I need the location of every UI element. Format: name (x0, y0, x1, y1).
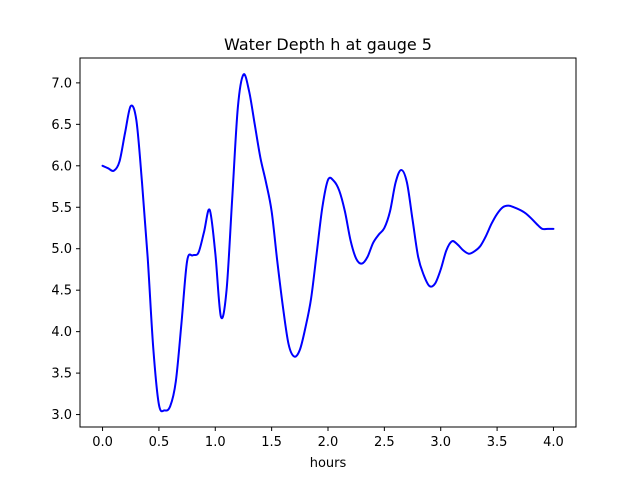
x-tick-label: 4.0 (543, 435, 564, 450)
plot-area (80, 58, 576, 427)
y-tick-label: 3.5 (51, 367, 72, 382)
chart-title: Water Depth h at gauge 5 (224, 35, 432, 54)
x-tick-label: 2.5 (374, 435, 395, 450)
y-tick-label: 4.0 (51, 325, 72, 340)
plot-frame (79, 57, 577, 428)
x-axis-ticks: 0.0 0.5 1.0 1.5 2.0 2.5 3.0 3.5 4.0 (92, 427, 564, 450)
y-tick-label: 6.5 (51, 118, 72, 133)
y-tick-label: 4.5 (51, 284, 72, 299)
y-tick-label: 6.0 (51, 159, 72, 174)
x-tick-label: 0.5 (149, 435, 170, 450)
x-tick-label: 3.0 (430, 435, 451, 450)
x-tick-label: 3.5 (487, 435, 508, 450)
x-tick-label: 1.5 (261, 435, 282, 450)
y-tick-label: 5.0 (51, 242, 72, 257)
x-tick-label: 0.0 (92, 435, 113, 450)
y-tick-label: 7.0 (51, 76, 72, 91)
x-tick-label: 1.0 (205, 435, 226, 450)
x-axis-label: hours (310, 456, 347, 471)
y-tick-label: 3.0 (51, 408, 72, 423)
y-axis-ticks: 3.0 3.5 4.0 4.5 5.0 5.5 6.0 6.5 7.0 (51, 76, 80, 423)
series-line-gauge-5 (101, 73, 555, 413)
x-tick-label: 2.0 (318, 435, 339, 450)
y-tick-label: 5.5 (51, 201, 72, 216)
